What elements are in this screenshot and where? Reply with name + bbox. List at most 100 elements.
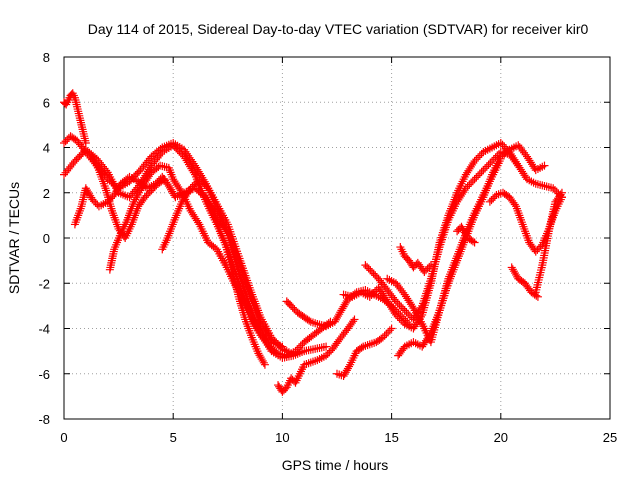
data-point-filler [364,264,373,273]
data-point-filler [463,182,472,191]
data-point [470,157,479,166]
data-point-filler [408,302,417,311]
data-point [549,184,558,193]
chart-title: Day 114 of 2015, Sidereal Day-to-day VTE… [88,21,589,37]
data-point-filler [533,245,542,254]
data-point-filler [187,164,196,173]
data-point [514,161,523,170]
x-tick-label: 15 [384,430,398,445]
y-tick-label: -4 [38,322,50,337]
data-point [291,347,300,356]
data-point-filler [465,180,474,189]
y-tick-label: -8 [38,412,50,427]
series-sat-n [396,243,435,276]
y-tick-label: 8 [43,50,50,65]
y-tick-label: 6 [43,95,50,110]
data-point-filler [190,180,199,189]
data-point-filler [425,330,434,339]
data-point-filler [416,303,425,312]
data-point [322,342,331,351]
data-point-filler [156,149,165,158]
series-sat-o [453,222,479,247]
data-point-filler [90,197,99,206]
data-point-filler [272,348,281,357]
series-sat-i [333,324,396,381]
data-point-filler [148,184,157,193]
x-tick-label: 5 [170,430,177,445]
data-point-filler [550,186,559,195]
data-point-filler [349,317,358,326]
y-tick-label: -2 [38,276,50,291]
data-point [287,301,296,310]
series-sat-q [507,263,542,301]
data-point-filler [217,219,226,228]
data-marks [60,89,566,396]
data-point-filler [142,191,151,200]
data-point-filler [397,316,406,325]
y-tick-label: 0 [43,231,50,246]
data-point [557,188,566,197]
data-point [322,351,331,360]
data-point [195,175,204,184]
y-axis-label: SDTVAR / TECUs [6,182,22,294]
data-point-filler [477,167,486,176]
data-point [260,360,269,369]
data-point [378,333,387,342]
data-point-filler [425,262,434,271]
data-point-filler [395,314,404,323]
data-point [350,315,359,324]
data-point-filler [472,173,481,182]
data-point-filler [357,343,366,352]
data-point-filler [367,291,376,300]
data-point-filler [61,137,70,146]
data-point-filler [404,310,413,319]
data-point-filler [91,198,100,207]
data-point-filler [145,154,154,163]
data-point [485,197,494,206]
data-point-filler [384,328,393,337]
data-point-filler [198,178,207,187]
data-point-filler [294,343,303,352]
series-sat-p [485,188,566,256]
data-point [540,161,549,170]
data-point-filler [475,151,484,160]
data-point [140,193,149,202]
data-point-filler [184,160,193,169]
data-point-filler [371,271,380,280]
data-point-filler [474,153,483,162]
data-point-filler [202,182,211,191]
series-sat-t [201,193,269,369]
data-point-filler [369,289,378,298]
x-axis-label: GPS time / hours [282,457,389,473]
data-point-filler [189,168,198,177]
data-point-filler [200,180,209,189]
series-sat-h [282,286,414,331]
data-point-filler [158,176,167,185]
data-point-filler [486,158,495,167]
data-point-filler [191,178,200,187]
data-point-filler [144,189,153,198]
data-point [470,175,479,184]
data-point-filler [467,178,476,187]
data-point [361,261,370,270]
data-point-filler [305,316,314,325]
x-tick-label: 10 [275,430,289,445]
data-point-filler [510,200,519,209]
data-point-filler [421,266,430,275]
data-point-filler [345,362,354,371]
data-point-filler [500,142,509,151]
data-point [531,247,540,256]
data-point-filler [397,302,406,311]
data-point-filler [489,194,498,203]
data-point-filler [512,159,521,168]
data-point-filler [363,262,372,271]
data-point-filler [382,329,391,338]
series-sat-r [531,188,566,297]
data-point-filler [481,164,490,173]
data-point-filler [186,162,195,171]
data-point [88,195,97,204]
data-point [426,261,435,270]
data-point-filler [366,266,375,275]
data-point-filler [145,188,154,197]
